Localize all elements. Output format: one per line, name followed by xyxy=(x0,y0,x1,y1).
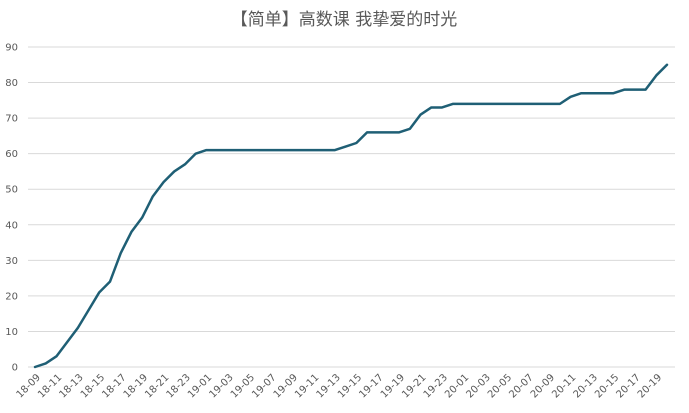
data-line xyxy=(33,63,669,369)
chart-title: 【简单】高数课 我挚爱的时光 xyxy=(231,10,457,30)
y-tick-label: 80 xyxy=(5,78,18,89)
x-tick-label: 20-19 xyxy=(636,372,664,400)
y-tick-label: 90 xyxy=(5,43,18,54)
y-tick-label: 50 xyxy=(5,185,18,196)
y-tick-label: 70 xyxy=(5,114,18,125)
y-tick-label: 60 xyxy=(5,149,18,160)
y-tick-label: 10 xyxy=(5,327,18,338)
y-tick-label: 0 xyxy=(12,363,18,374)
y-tick-label: 30 xyxy=(5,256,18,267)
y-tick-label: 40 xyxy=(5,220,18,231)
y-tick-label: 20 xyxy=(5,291,18,302)
